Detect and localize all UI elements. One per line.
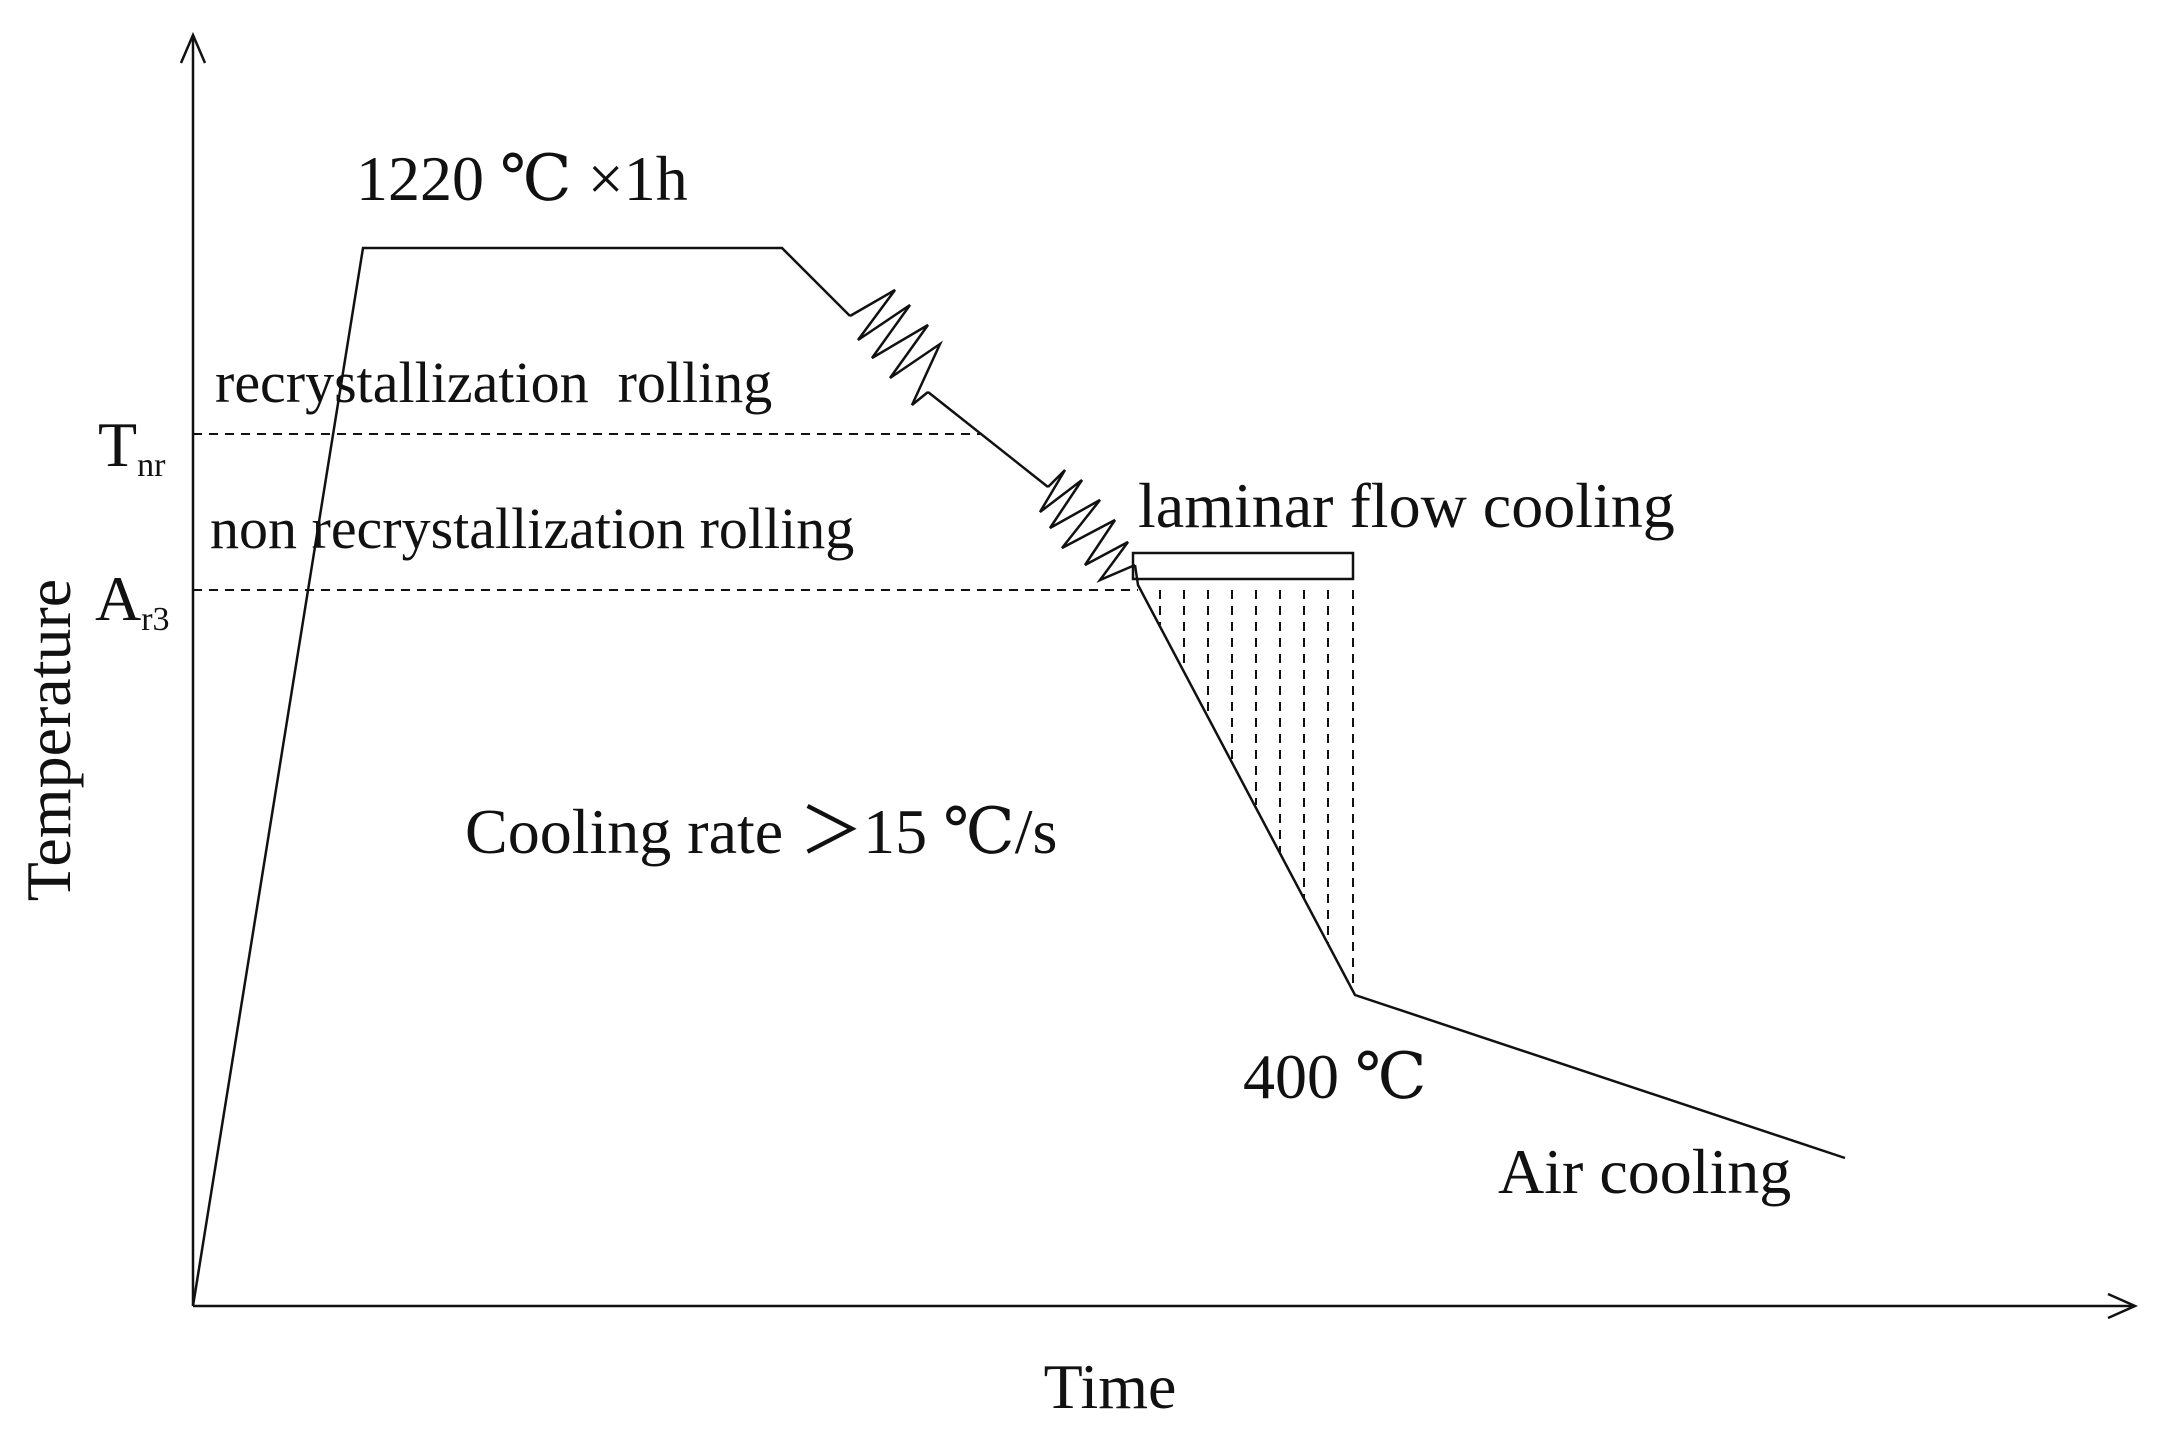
x-axis-arrowhead <box>2107 1292 2139 1320</box>
air-cooling-label: Air cooling <box>1498 1136 1791 1207</box>
y-axis-arrowhead <box>179 31 207 64</box>
cooling-rate-label: Cooling rate ＞15 ℃/s <box>465 796 1057 867</box>
laminar-water-curtain <box>1159 590 1354 992</box>
end-temperature-label: 400 ℃ <box>1243 1041 1427 1112</box>
laminar-cooling-header <box>1131 551 1355 581</box>
y-axis-label: Temperature <box>13 579 84 901</box>
recrystallization-rolling-label: recrystallization rolling <box>215 350 772 415</box>
soak-annotation: 1220 ℃ ×1h <box>356 143 688 214</box>
ar3-label: Ar3 <box>95 563 170 638</box>
heating-and-soak-curve <box>191 246 851 1307</box>
recrystallization-rolling-zigzag <box>849 288 944 406</box>
tnr-label: Tnr <box>98 409 166 484</box>
x-axis-label: Time <box>1044 1351 1177 1422</box>
non-recrystallization-rolling-label: non recrystallization rolling <box>210 496 854 561</box>
laminar-flow-cooling-label: laminar flow cooling <box>1138 470 1675 541</box>
inter-pass-descent <box>927 391 1049 488</box>
non-recrystallization-rolling-zigzag <box>1038 469 1136 583</box>
cooling-curve <box>1133 564 1846 1160</box>
axes <box>179 31 2139 1320</box>
